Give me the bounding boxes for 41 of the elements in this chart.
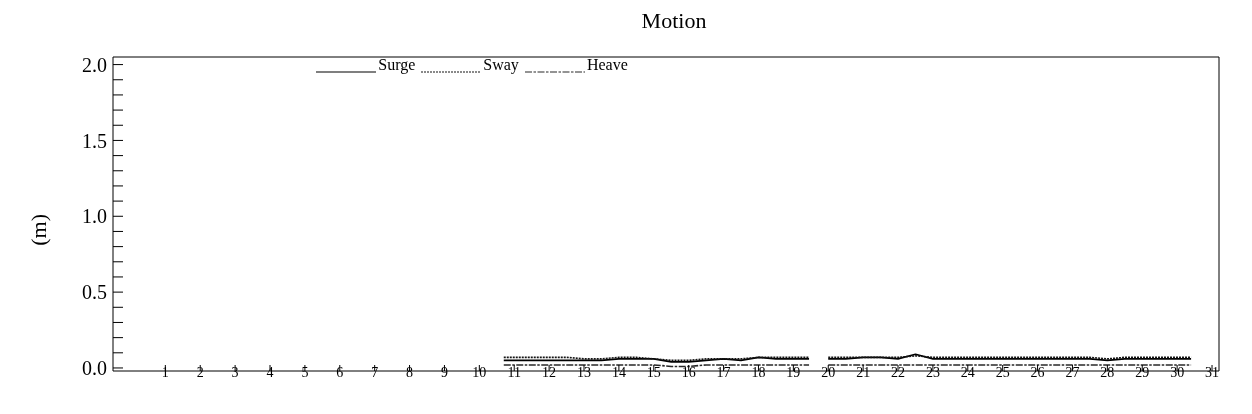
x-tick-label: 4 [266,364,274,380]
x-tick-label: 10 [472,364,487,380]
x-tick-label: 29 [1135,364,1150,380]
x-tick-label: 6 [336,364,344,380]
x-tick-label: 31 [1205,364,1220,380]
x-tick-label: 3 [231,364,239,380]
x-tick-label: 5 [301,364,309,380]
x-tick-label: 7 [371,364,379,380]
legend-label: Surge [378,56,416,74]
x-tick-label: 28 [1100,364,1115,380]
x-tick-label: 19 [786,364,801,380]
x-tick-label: 25 [995,364,1010,380]
legend-label: Sway [483,56,519,74]
x-tick-label: 21 [856,364,871,380]
x-tick-label: 11 [507,364,521,380]
x-tick-label: 8 [406,364,414,380]
x-tick-label: 16 [681,364,696,380]
x-tick-label: 1 [161,364,169,380]
x-tick-label: 30 [1170,364,1185,380]
legend-label: Heave [586,56,628,74]
x-tick-label: 23 [925,364,940,380]
y-axis-title: (m) [25,214,51,246]
x-tick-label: 20 [821,364,836,380]
x-tick-label: 17 [716,364,731,380]
x-tick-label: 24 [960,364,975,380]
x-tick-label: 12 [542,364,557,380]
x-tick-label: 9 [440,364,448,380]
chart-title: Motion [640,8,708,34]
x-tick-label: 2 [196,364,204,380]
y-tick-label: 0.5 [82,281,107,304]
y-tick-label: 0.0 [82,357,107,380]
y-tick-label: 1.5 [82,129,107,152]
x-tick-label: 22 [891,364,906,380]
x-tick-label: 27 [1065,364,1080,380]
x-tick-label: 14 [611,364,626,380]
x-tick-label: 13 [577,364,592,380]
x-tick-label: 26 [1030,364,1045,380]
x-tick-label: 18 [751,364,766,380]
y-tick-label: 2.0 [82,53,107,76]
x-tick-label: 15 [646,364,661,380]
y-tick-label: 1.0 [82,205,107,228]
